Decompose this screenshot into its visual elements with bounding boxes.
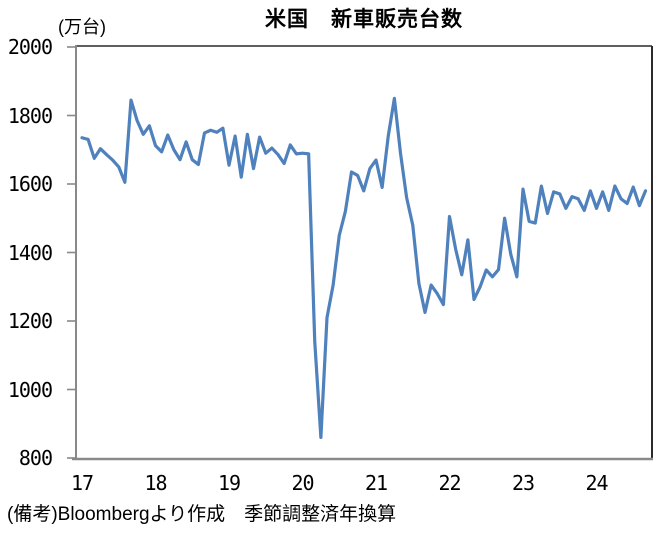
y-tick-label-800: 800 — [18, 446, 53, 470]
y-tick-label-1600: 1600 — [7, 172, 53, 196]
x-tick-label-22: 22 — [438, 471, 461, 495]
x-tick-label-18: 18 — [144, 471, 167, 495]
y-tick-label-1000: 1000 — [7, 377, 53, 402]
x-tick-label-17: 17 — [70, 471, 94, 495]
y-tick-label-1400: 1400 — [7, 240, 53, 265]
sales-line-series — [80, 96, 648, 440]
x-tick-label-21: 21 — [364, 471, 388, 495]
y-axis-unit-label: (万台) — [58, 17, 106, 37]
y-tick-label-1200: 1200 — [7, 309, 53, 333]
y-tick-label-1800: 1800 — [7, 103, 53, 128]
x-tick-label-20: 20 — [291, 471, 314, 495]
y-tick-label-2000: 2000 — [7, 35, 53, 59]
chart-title: 米国 新車販売台数 — [265, 8, 463, 31]
x-tick-label-19: 19 — [217, 471, 241, 495]
x-tick-label-23: 23 — [511, 471, 535, 495]
x-tick-label-24: 24 — [585, 471, 608, 495]
source-note: (備考)Bloombergより作成 季節調整済年換算 — [7, 504, 397, 525]
